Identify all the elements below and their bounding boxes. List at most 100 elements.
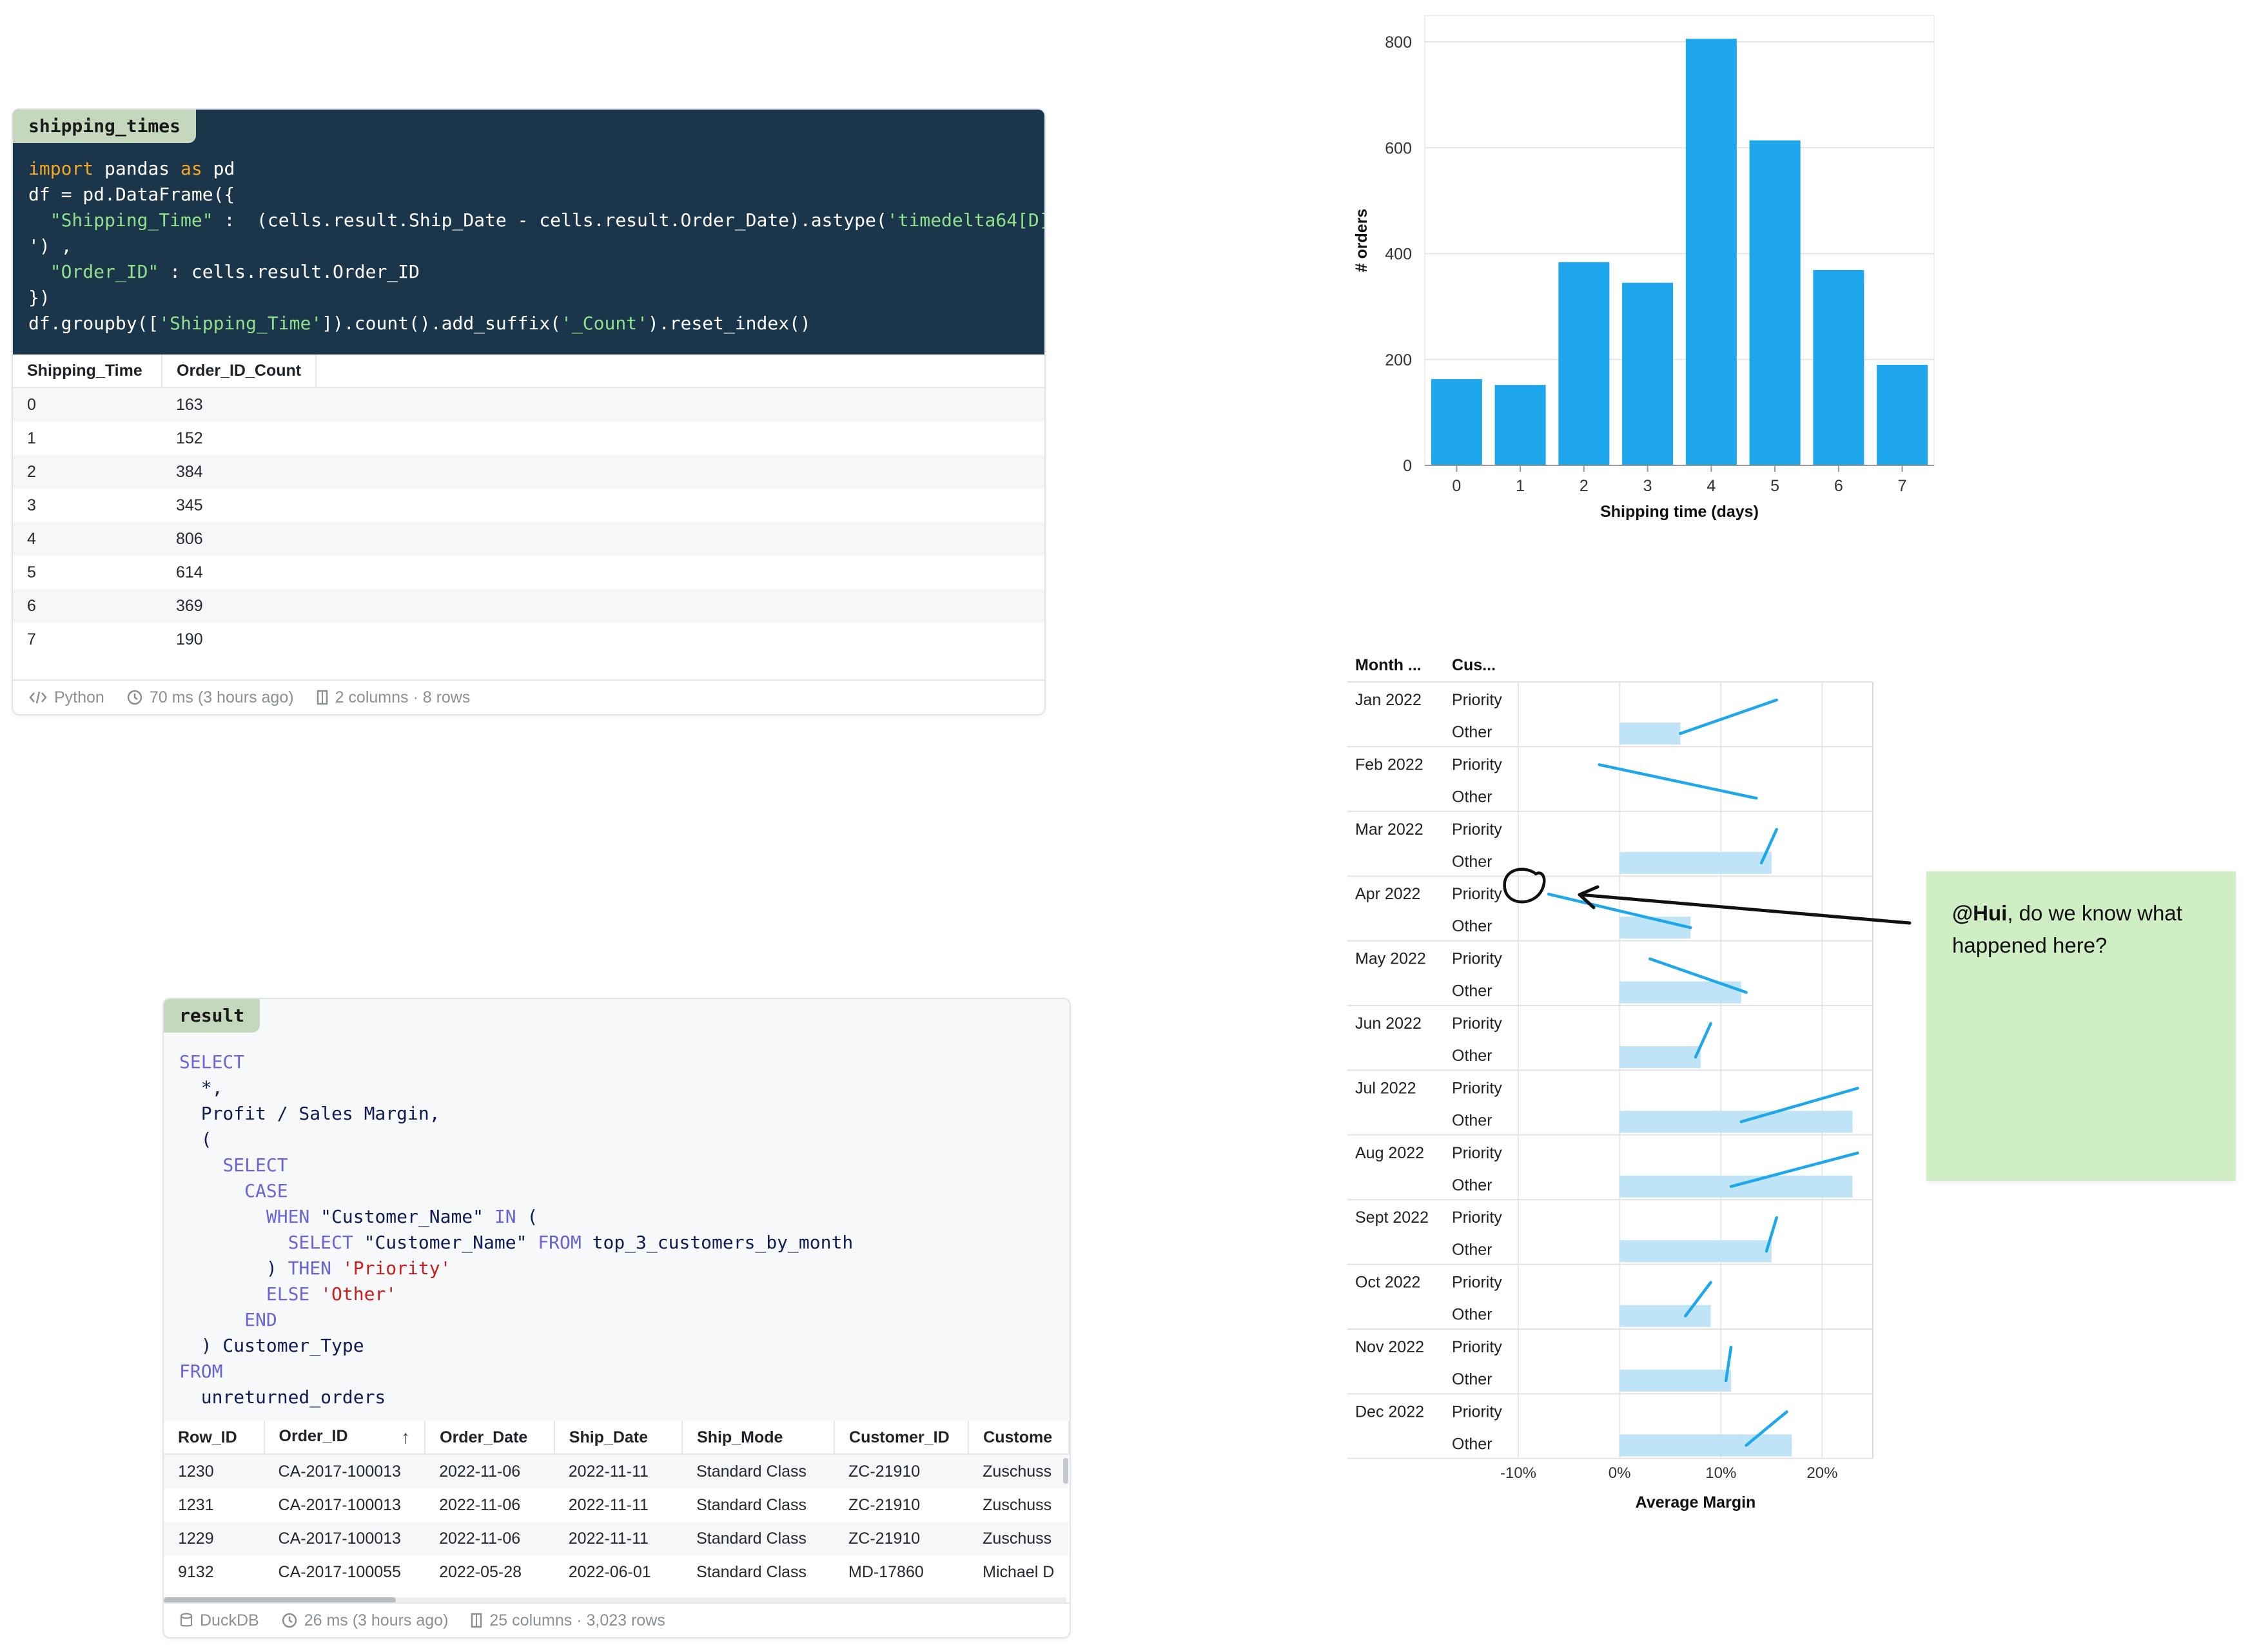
python-code-token: df.groupby([ <box>28 313 159 334</box>
sql-code-token: FROM <box>179 1361 223 1382</box>
y-tick-label: 800 <box>1385 34 1412 52</box>
python-cell-footer: Python 70 ms (3 hours ago) 2 columns · 8… <box>13 679 1044 714</box>
column-header[interactable]: Customer_ID <box>834 1421 970 1455</box>
python-code-line[interactable]: ') , <box>28 233 1044 259</box>
month-label: May 2022 <box>1355 950 1426 968</box>
table-row[interactable]: 1229 CA-2017-100013 2022-11-06 2022-11-11 St… <box>164 1522 1069 1555</box>
table-row[interactable]: 6 369 <box>13 589 1044 623</box>
python-code-token <box>28 209 50 231</box>
empty-cell <box>316 455 1044 489</box>
table-row[interactable]: 1230 CA-2017-100013 2022-11-06 2022-11-11 St… <box>164 1454 1069 1488</box>
customer-type-label: Other <box>1452 1111 1492 1129</box>
column-header[interactable]: Order_ID ↑ <box>264 1421 426 1455</box>
sql-code-line[interactable]: ( <box>179 1127 853 1152</box>
sql-code-line[interactable]: *, <box>179 1075 853 1101</box>
python-code-line[interactable]: "Order_ID" : cells.result.Order_ID <box>28 259 1044 285</box>
sql-code-token: ( <box>516 1206 538 1227</box>
table-row[interactable]: 0 163 <box>13 387 1044 422</box>
column-header[interactable]: Ship_Date <box>554 1421 683 1455</box>
horizontal-scrollbar[interactable] <box>164 1597 1066 1604</box>
sql-code-line[interactable]: ) THEN 'Priority' <box>179 1256 853 1281</box>
customer-type-label: Priority <box>1452 1403 1502 1421</box>
margin-trend-line <box>1724 1345 1733 1383</box>
table-row[interactable]: 4 806 <box>13 522 1044 556</box>
margin-trend-line <box>1765 1216 1778 1253</box>
python-code-token: : (cells.result.Ship_Date - cells.result… <box>213 209 887 231</box>
sql-cell[interactable]: SELECT *, Profit / Sales Margin, ( SELEC… <box>162 998 1071 1638</box>
table-row[interactable]: 2 384 <box>13 455 1044 489</box>
sql-language-label: DuckDB <box>200 1611 259 1629</box>
python-code-line[interactable]: df = pd.DataFrame({ <box>28 182 1044 208</box>
annotation-arrow <box>1578 885 1912 925</box>
sql-code-line[interactable]: unreturned_orders <box>179 1385 853 1410</box>
column-header[interactable]: Order_ID_Count <box>162 355 317 388</box>
customer-type-label: Priority <box>1452 821 1502 839</box>
month-label: Apr 2022 <box>1355 885 1420 903</box>
sql-code-token: top_3_customers_by_month <box>581 1232 854 1253</box>
column-header[interactable]: Ship_Mode <box>682 1421 836 1455</box>
comment-mention[interactable]: @Hui <box>1952 901 2008 925</box>
column-header[interactable]: Custome <box>968 1421 1070 1455</box>
sticky-note-comment[interactable]: @Hui, do we know what happened here? <box>1926 871 2236 1181</box>
table-cell: ZC-21910 <box>834 1522 969 1555</box>
table-row[interactable]: 9132 CA-2017-100055 2022-05-28 2022-06-01 St… <box>164 1555 1069 1589</box>
python-cell-tag[interactable]: shipping_times <box>13 110 197 143</box>
y-tick-label: 600 <box>1385 139 1412 157</box>
x-tick-label: 10% <box>1705 1464 1736 1482</box>
x-tick-label: 3 <box>1643 477 1652 495</box>
customer-type-label: Other <box>1452 1306 1492 1324</box>
x-tick-label: 4 <box>1707 477 1716 495</box>
customer-type-label: Other <box>1452 788 1492 806</box>
python-cell[interactable]: import pandas as pd df = pd.DataFrame({ "… <box>12 108 1046 715</box>
table-cell: Zuschuss <box>968 1522 1069 1555</box>
python-code[interactable]: import pandas as pd df = pd.DataFrame({ "… <box>28 156 1044 336</box>
customer-type-label: Priority <box>1452 1144 1502 1162</box>
sql-code-line[interactable]: Profit / Sales Margin, <box>179 1101 853 1127</box>
sql-code-line[interactable]: FROM <box>179 1359 853 1385</box>
bar <box>1877 364 1928 465</box>
table-row[interactable]: 1 152 <box>13 422 1044 455</box>
sql-code-line[interactable]: WHEN "Customer_Name" IN ( <box>179 1204 853 1230</box>
sql-code-line[interactable]: CASE <box>179 1178 853 1204</box>
sql-code-editor[interactable]: SELECT *, Profit / Sales Margin, ( SELEC… <box>164 999 1070 1421</box>
table-row[interactable]: 5 614 <box>13 556 1044 589</box>
column-header[interactable]: Order_Date <box>425 1421 555 1455</box>
sql-code-line[interactable]: SELECT <box>179 1152 853 1178</box>
python-code-line[interactable]: }) <box>28 285 1044 311</box>
python-code-line[interactable]: "Shipping_Time" : (cells.result.Ship_Dat… <box>28 208 1044 233</box>
horizontal-scrollbar-thumb[interactable] <box>164 1597 396 1604</box>
python-code-token: pd <box>202 158 235 179</box>
customer-type-label: Priority <box>1452 1274 1502 1292</box>
sql-code[interactable]: SELECT *, Profit / Sales Margin, ( SELEC… <box>179 1049 853 1410</box>
month-label: Jun 2022 <box>1355 1015 1422 1033</box>
margin-bar <box>1619 1434 1792 1457</box>
sort-ascending-icon[interactable]: ↑ <box>401 1427 411 1447</box>
sql-code-line[interactable]: END <box>179 1307 853 1333</box>
vertical-scrollbar-thumb[interactable] <box>1063 1458 1068 1484</box>
sql-code-line[interactable]: ELSE 'Other' <box>179 1281 853 1307</box>
bar <box>1494 385 1546 465</box>
python-code-editor[interactable]: import pandas as pd df = pd.DataFrame({ "… <box>13 110 1044 355</box>
y-axis-label: # orders <box>1353 209 1371 273</box>
column-header[interactable]: Row_ID <box>164 1421 265 1455</box>
table-row[interactable]: 7 190 <box>13 623 1044 656</box>
python-code-token: '_Count' <box>561 313 648 334</box>
table-cell: Zuschuss <box>983 1495 1052 1514</box>
table-row[interactable]: 3 345 <box>13 489 1044 522</box>
table-cell: Michael D <box>983 1562 1055 1581</box>
table-row[interactable]: 1231 CA-2017-100013 2022-11-06 2022-11-11 St… <box>164 1488 1069 1522</box>
customer-type-label: Priority <box>1452 691 1502 709</box>
sql-code-line[interactable]: ) Customer_Type <box>179 1333 853 1359</box>
sql-code-line[interactable]: SELECT <box>179 1049 853 1075</box>
column-header[interactable]: Shipping_Time <box>13 355 162 388</box>
table-cell: 5 <box>27 563 36 581</box>
python-code-line[interactable]: import pandas as pd <box>28 156 1044 182</box>
sql-code-line[interactable]: SELECT "Customer_Name" FROM top_3_custom… <box>179 1230 854 1256</box>
customer-type-label: Other <box>1452 1370 1492 1388</box>
bar <box>1813 269 1864 465</box>
x-tick-label: 0% <box>1609 1464 1631 1482</box>
sql-cell-tag[interactable]: result <box>164 999 260 1033</box>
table-cell: 1229 <box>164 1522 264 1555</box>
month-label: Mar 2022 <box>1355 821 1423 839</box>
python-code-line[interactable]: df.groupby(['Shipping_Time']).count().ad… <box>28 311 1044 336</box>
